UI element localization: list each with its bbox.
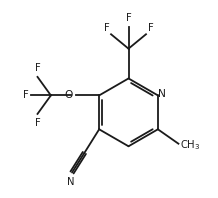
Text: F: F	[104, 23, 109, 33]
Text: F: F	[126, 13, 131, 23]
Text: F: F	[35, 63, 41, 73]
Text: N: N	[158, 89, 166, 99]
Text: F: F	[35, 118, 41, 128]
Text: F: F	[22, 90, 28, 100]
Text: F: F	[148, 23, 153, 33]
Text: N: N	[67, 177, 74, 187]
Text: O: O	[65, 90, 73, 100]
Text: CH$_3$: CH$_3$	[180, 138, 201, 152]
